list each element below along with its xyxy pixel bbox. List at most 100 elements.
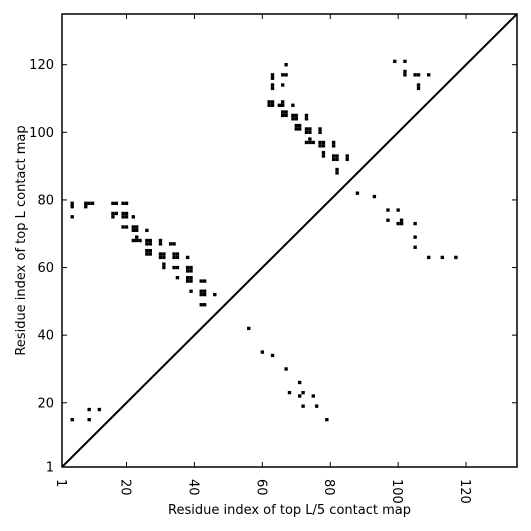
- contact-point: [148, 248, 152, 253]
- contact-point: [291, 103, 295, 107]
- contact-point: [314, 404, 319, 408]
- contact-point: [270, 353, 275, 358]
- x-tick-label: 1: [53, 479, 68, 487]
- contact-point: [331, 154, 336, 158]
- contact-point: [281, 113, 285, 118]
- contact-point: [175, 255, 180, 260]
- contact-point: [345, 154, 349, 158]
- contact-point: [287, 390, 292, 395]
- contact-point: [321, 144, 326, 148]
- contact-point: [291, 113, 295, 118]
- contact-point: [386, 208, 390, 212]
- contact-point: [294, 123, 298, 128]
- contact-point: [202, 292, 207, 297]
- contact-point: [145, 242, 149, 246]
- contact-point: [135, 228, 139, 233]
- contact-point: [185, 255, 190, 260]
- contact-point: [284, 367, 288, 371]
- contact-point: [284, 113, 288, 118]
- contact-point: [148, 252, 152, 256]
- contact-point: [318, 130, 322, 134]
- contact-point: [121, 211, 125, 216]
- contact-point: [172, 242, 176, 246]
- contact-point: [121, 225, 125, 229]
- contact-point: [267, 100, 271, 104]
- contact-point: [162, 265, 166, 270]
- contact-point: [185, 279, 190, 283]
- contact-point: [158, 242, 163, 246]
- contact-point: [304, 117, 309, 121]
- contact-point: [87, 417, 91, 422]
- contact-point: [189, 269, 193, 273]
- contact-point: [135, 235, 139, 239]
- contact-point: [158, 252, 163, 256]
- contact-point: [121, 201, 125, 205]
- contact-point: [403, 69, 407, 74]
- y-tick-label: 120: [29, 58, 54, 73]
- contact-point: [298, 380, 302, 385]
- contact-point: [281, 83, 285, 87]
- contact-point: [331, 144, 336, 148]
- contact-point: [185, 276, 190, 280]
- contact-point: [175, 252, 180, 256]
- contact-point: [331, 140, 336, 145]
- contact-point: [145, 228, 149, 233]
- contact-point: [403, 73, 407, 77]
- contact-point: [284, 63, 288, 67]
- x-tick-label: 120: [457, 479, 472, 504]
- contact-point: [308, 140, 312, 145]
- contact-point: [386, 218, 390, 222]
- contact-point: [270, 103, 275, 107]
- contact-point: [175, 276, 180, 280]
- contact-point: [325, 417, 329, 422]
- contact-point: [145, 252, 149, 256]
- contact-point: [267, 103, 271, 107]
- contact-point: [111, 215, 115, 219]
- contact-point: [399, 221, 404, 226]
- contact-point: [202, 303, 207, 307]
- contact-point: [304, 127, 309, 131]
- contact-point: [413, 221, 417, 226]
- contact-point: [189, 265, 193, 270]
- contact-point: [135, 225, 139, 229]
- contact-point: [318, 140, 322, 145]
- contact-point: [84, 201, 88, 205]
- contact-point: [213, 292, 217, 297]
- contact-point: [270, 83, 275, 87]
- contact-point: [199, 292, 203, 297]
- contact-point: [247, 326, 251, 331]
- contact-point: [111, 211, 115, 216]
- contact-point: [413, 235, 417, 239]
- y-tick-label: 100: [29, 126, 54, 141]
- contact-point: [427, 73, 431, 77]
- contact-point: [97, 407, 102, 412]
- contact-point: [335, 154, 339, 158]
- contact-point: [148, 242, 152, 246]
- contact-point: [318, 127, 322, 131]
- contact-point: [301, 404, 305, 408]
- contact-point: [413, 245, 417, 249]
- contact-point: [298, 127, 302, 131]
- contact-point: [281, 100, 285, 104]
- contact-point: [335, 167, 339, 172]
- contact-point: [413, 73, 417, 77]
- x-tick-label: 60: [253, 479, 268, 496]
- y-tick-label: 40: [37, 329, 54, 344]
- y-tick-label: 80: [37, 193, 54, 208]
- contact-point: [308, 127, 312, 131]
- y-tick-label: 60: [37, 261, 54, 276]
- contact-point: [399, 218, 404, 222]
- contact-point: [162, 252, 166, 256]
- contact-point: [172, 265, 176, 270]
- contact-point: [260, 350, 265, 354]
- contact-point: [318, 144, 322, 148]
- contact-point: [145, 238, 149, 243]
- contact-point: [345, 157, 349, 162]
- contact-point: [124, 201, 129, 205]
- contact-point: [291, 117, 295, 121]
- contact-point: [87, 407, 91, 412]
- contact-point: [277, 103, 281, 107]
- contact-point: [416, 83, 421, 87]
- contact-point: [308, 130, 312, 134]
